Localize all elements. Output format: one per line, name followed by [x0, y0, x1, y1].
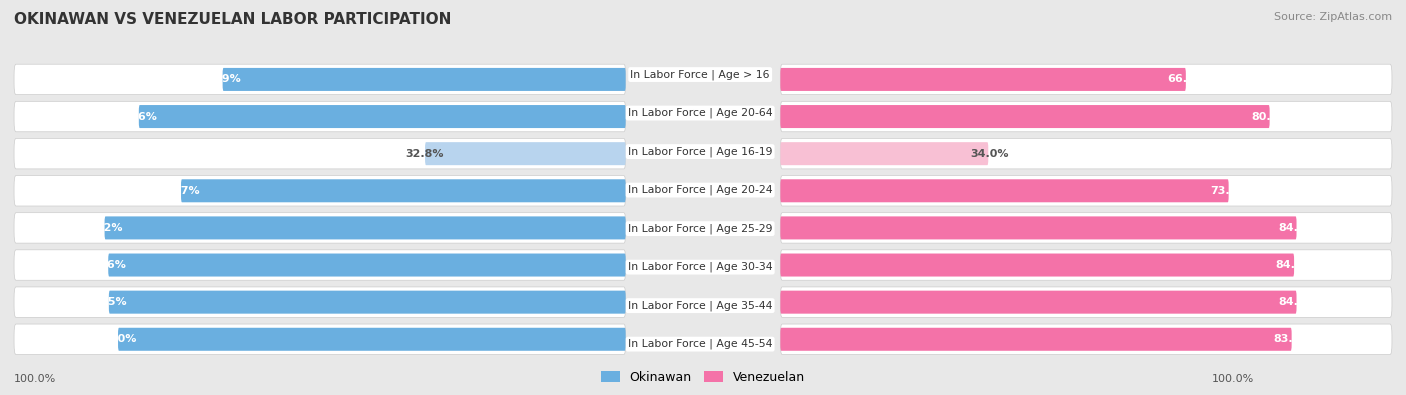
Text: 100.0%: 100.0% [1212, 374, 1254, 384]
Text: 84.4%: 84.4% [1278, 223, 1317, 233]
Text: 73.3%: 73.3% [1211, 186, 1249, 196]
FancyBboxPatch shape [14, 64, 626, 95]
FancyBboxPatch shape [780, 105, 1270, 128]
FancyBboxPatch shape [780, 216, 1296, 239]
FancyBboxPatch shape [14, 139, 626, 169]
FancyBboxPatch shape [181, 179, 626, 202]
FancyBboxPatch shape [425, 142, 626, 165]
Text: In Labor Force | Age 20-64: In Labor Force | Age 20-64 [628, 108, 772, 118]
Text: In Labor Force | Age 16-19: In Labor Force | Age 16-19 [628, 146, 772, 157]
FancyBboxPatch shape [104, 216, 626, 239]
Text: 84.0%: 84.0% [1275, 260, 1315, 270]
FancyBboxPatch shape [118, 328, 626, 351]
FancyBboxPatch shape [780, 142, 988, 165]
Text: 83.6%: 83.6% [1274, 334, 1312, 344]
Text: 34.0%: 34.0% [970, 149, 1008, 159]
Text: In Labor Force | Age 25-29: In Labor Force | Age 25-29 [628, 223, 772, 234]
Text: In Labor Force | Age 35-44: In Labor Force | Age 35-44 [628, 300, 772, 311]
FancyBboxPatch shape [14, 213, 626, 243]
Text: 85.2%: 85.2% [84, 223, 122, 233]
FancyBboxPatch shape [780, 250, 1392, 280]
Text: In Labor Force | Age 45-54: In Labor Force | Age 45-54 [628, 339, 772, 350]
Text: In Labor Force | Age 20-24: In Labor Force | Age 20-24 [628, 185, 772, 196]
FancyBboxPatch shape [780, 102, 1392, 132]
Text: 84.4%: 84.4% [1278, 297, 1317, 307]
FancyBboxPatch shape [139, 105, 626, 128]
Text: In Labor Force | Age 30-34: In Labor Force | Age 30-34 [628, 262, 772, 273]
FancyBboxPatch shape [780, 64, 1392, 95]
Text: 32.8%: 32.8% [405, 149, 443, 159]
FancyBboxPatch shape [14, 287, 626, 317]
Legend: Okinawan, Venezuelan: Okinawan, Venezuelan [596, 366, 810, 389]
Text: 66.3%: 66.3% [1167, 74, 1206, 85]
FancyBboxPatch shape [780, 328, 1292, 351]
FancyBboxPatch shape [14, 250, 626, 280]
Text: 84.5%: 84.5% [89, 297, 127, 307]
Text: 79.6%: 79.6% [118, 111, 157, 122]
FancyBboxPatch shape [780, 324, 1392, 354]
Text: 72.7%: 72.7% [160, 186, 200, 196]
FancyBboxPatch shape [780, 139, 1392, 169]
FancyBboxPatch shape [108, 254, 626, 276]
Text: 80.0%: 80.0% [1251, 111, 1289, 122]
Text: 100.0%: 100.0% [14, 374, 56, 384]
Text: OKINAWAN VS VENEZUELAN LABOR PARTICIPATION: OKINAWAN VS VENEZUELAN LABOR PARTICIPATI… [14, 12, 451, 27]
Text: 65.9%: 65.9% [202, 74, 240, 85]
Text: Source: ZipAtlas.com: Source: ZipAtlas.com [1274, 12, 1392, 22]
Text: In Labor Force | Age > 16: In Labor Force | Age > 16 [630, 69, 770, 80]
Text: 83.0%: 83.0% [98, 334, 136, 344]
FancyBboxPatch shape [780, 291, 1296, 314]
FancyBboxPatch shape [780, 175, 1392, 206]
FancyBboxPatch shape [14, 324, 626, 354]
FancyBboxPatch shape [780, 213, 1392, 243]
Text: 84.6%: 84.6% [87, 260, 127, 270]
FancyBboxPatch shape [14, 102, 626, 132]
FancyBboxPatch shape [108, 291, 626, 314]
FancyBboxPatch shape [222, 68, 626, 91]
FancyBboxPatch shape [780, 254, 1294, 276]
FancyBboxPatch shape [780, 287, 1392, 317]
FancyBboxPatch shape [14, 175, 626, 206]
FancyBboxPatch shape [780, 179, 1229, 202]
FancyBboxPatch shape [780, 68, 1185, 91]
